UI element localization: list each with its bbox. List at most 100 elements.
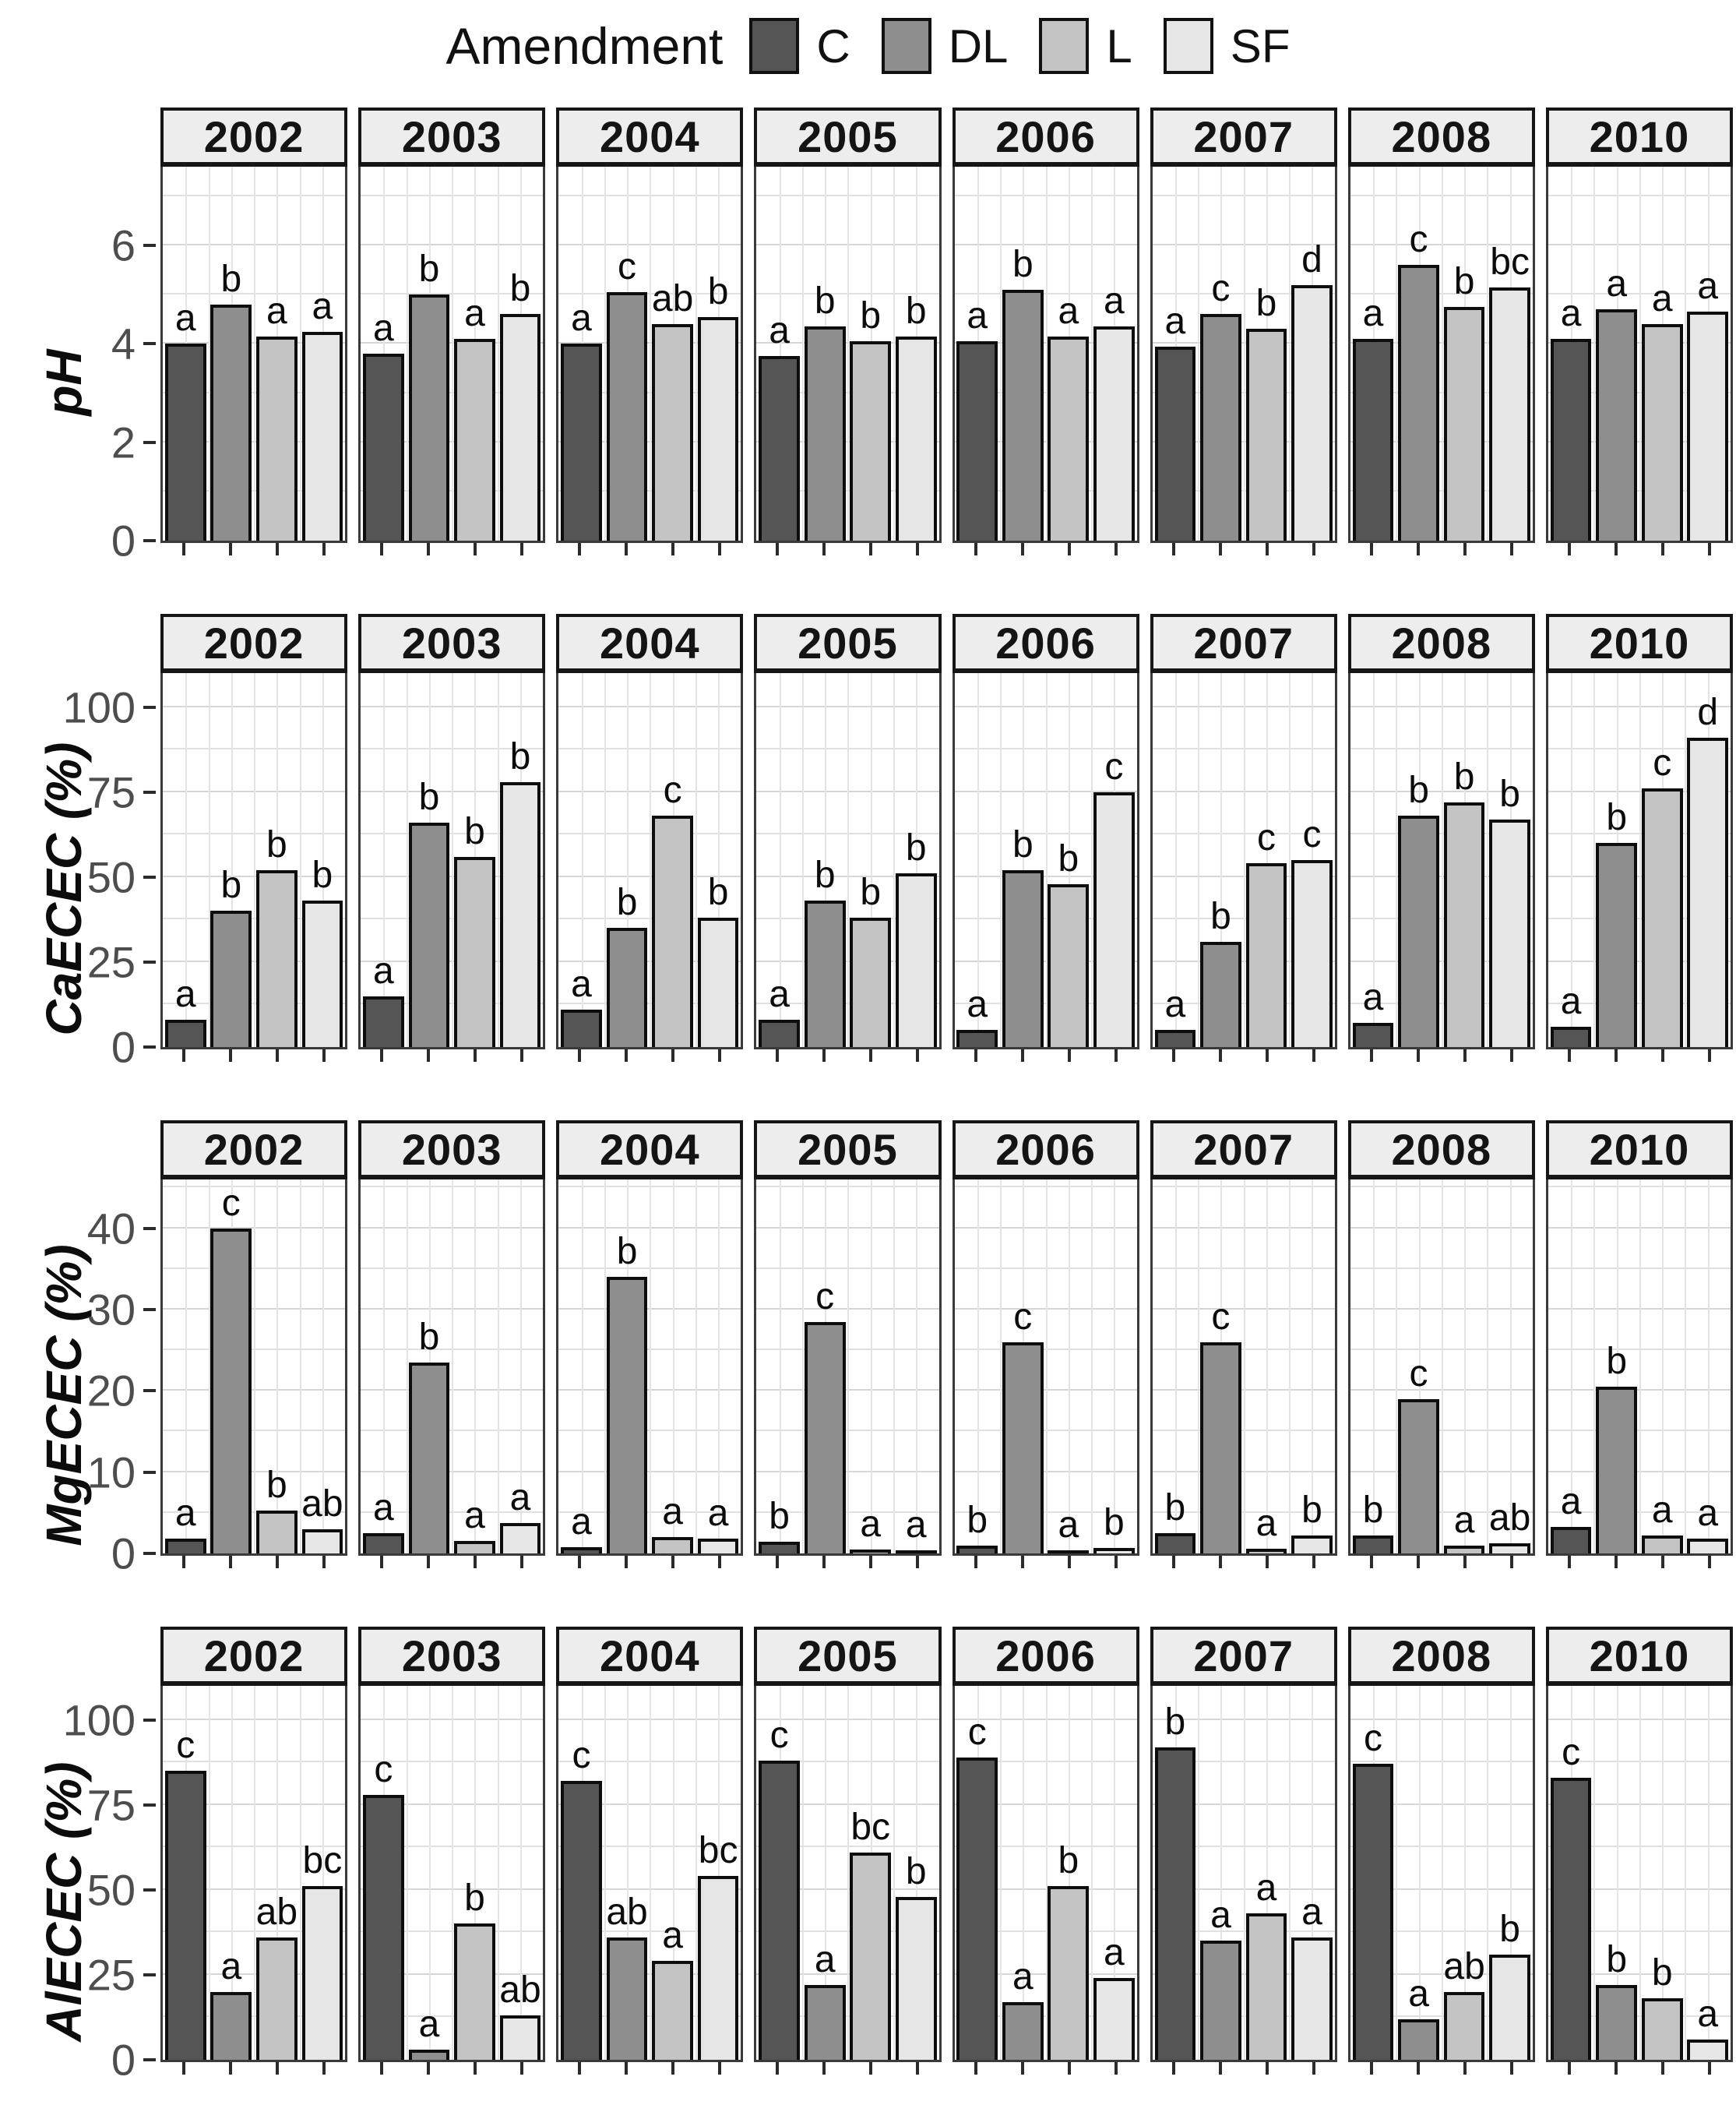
gridline-v: [581, 1179, 583, 1553]
gridline-v: [1289, 1686, 1291, 2060]
bar-L: [1048, 1550, 1090, 1553]
facet-strip-2004: 2004: [556, 1627, 744, 1686]
x-tick-mark: [869, 1556, 873, 1568]
facet-strip-2010: 2010: [1545, 108, 1733, 167]
bar-letter: a: [174, 298, 196, 340]
x-tick-mark: [1369, 543, 1373, 555]
facet-strip-2005: 2005: [754, 1627, 942, 1686]
chart-row-mgecec: MgECEC (%) 0 10 20 30 40 2002 a c b ab 2003 a b a a 2004…: [0, 1105, 1736, 1611]
bar-letter: a: [1560, 1480, 1582, 1522]
bar-SF: [895, 873, 937, 1047]
gridline-v: [1464, 1686, 1467, 2060]
bar-letter: b: [1362, 1490, 1384, 1532]
y-tick-mark: [143, 539, 156, 542]
gridline-v: [474, 1686, 477, 2060]
bar-letter: b: [1606, 797, 1628, 839]
gridline-v: [185, 1179, 188, 1553]
x-axis-ticks: [160, 1049, 347, 1065]
y-tick-label: 2: [111, 418, 136, 467]
x-axis-ticks: [556, 543, 743, 559]
bar-C: [1352, 1764, 1394, 2060]
bar-letter: a: [967, 984, 988, 1026]
gridline-v: [977, 673, 979, 1047]
y-tick-mark: [143, 342, 156, 346]
facet-strip-2007: 2007: [1150, 1120, 1337, 1179]
bar-L: [1048, 1886, 1090, 2060]
gridline-v: [1045, 167, 1048, 541]
chart-row-alecec: AlECEC (%) 0 25 50 75 100 2002 c a ab bc 2003 c a b ab 2…: [0, 1611, 1736, 2117]
bar-letter: a: [373, 950, 394, 992]
bar-SF: [1093, 792, 1135, 1047]
x-tick-mark: [1707, 1556, 1711, 1568]
x-tick-mark: [1265, 1049, 1269, 1062]
gridline-v: [801, 167, 804, 541]
bar-L: [1641, 324, 1683, 541]
bar-SF: [499, 314, 541, 541]
bar-DL: [210, 1991, 252, 2060]
x-axis-ticks: [358, 1049, 545, 1065]
gridline-v: [1396, 1179, 1398, 1553]
facet-strip-2006: 2006: [952, 614, 1139, 673]
x-tick-mark: [182, 543, 186, 555]
bar-SF: [1093, 326, 1135, 541]
bar-L: [652, 1961, 693, 2060]
x-axis-ticks: [953, 2062, 1139, 2078]
x-axis-ticks: [1348, 1049, 1535, 1065]
gridline-v: [695, 167, 697, 541]
bar-letter: b: [1499, 1908, 1520, 1950]
x-tick-mark: [578, 1556, 582, 1568]
legend-item-label: L: [1106, 19, 1132, 72]
x-tick-mark: [869, 543, 873, 555]
facets: 2002 a b b b 2003 a b b b 2004 a b c b 2005 a b b b 2006 a b b c…: [156, 598, 1736, 1105]
bar-letter: c: [1211, 1296, 1231, 1338]
gridline-v: [1418, 1179, 1421, 1553]
bar-C: [363, 354, 404, 541]
gridline-v: [1091, 167, 1093, 541]
x-tick-mark: [1020, 2062, 1024, 2075]
gridline-v: [1685, 1686, 1687, 2060]
gridline-v: [1509, 1686, 1512, 2060]
x-tick-mark: [625, 1049, 629, 1062]
bar-L: [1443, 802, 1485, 1047]
bar-DL: [606, 1937, 648, 2060]
gridline-v: [1045, 673, 1048, 1047]
bar-L: [652, 816, 693, 1047]
bar-DL: [1200, 941, 1241, 1047]
gridline-v: [1198, 1686, 1200, 2060]
x-axis-ticks: [1546, 543, 1733, 559]
bar-C: [1154, 1030, 1196, 1047]
bar-SF: [499, 781, 541, 1047]
facet-strip-2003: 2003: [358, 614, 546, 673]
bar-letter: bc: [850, 1806, 891, 1848]
bar-C: [759, 1020, 800, 1047]
gridline-v: [650, 1686, 652, 2060]
bar-L: [1443, 307, 1485, 541]
gridline-v: [1662, 1179, 1664, 1553]
bar-C: [164, 344, 206, 541]
gridline-v: [185, 673, 188, 1047]
gridline-v: [1593, 167, 1596, 541]
bar-letter: c: [572, 1735, 591, 1777]
gridline-v: [208, 167, 210, 541]
facet-2007: 2007 a c b d: [1150, 108, 1337, 598]
bar-letter: b: [1210, 895, 1231, 937]
facet-strip-2008: 2008: [1347, 614, 1535, 673]
gridline-v: [1023, 673, 1025, 1047]
gridline-v: [779, 1179, 781, 1553]
gridline-v: [1312, 1686, 1314, 2060]
gridline-v: [1266, 1179, 1268, 1553]
y-tick-label: 75: [86, 1780, 136, 1830]
facet-2010: 2010 a a a a: [1545, 108, 1733, 598]
bar-L: [454, 856, 495, 1047]
bar-letter: a: [1453, 1499, 1475, 1541]
bar-DL: [1002, 2001, 1044, 2060]
bar-letter: c: [221, 1182, 241, 1224]
y-axis: 0 10 20 30 40: [0, 1179, 156, 1578]
x-tick-mark: [718, 543, 722, 555]
gridline-v: [847, 167, 850, 541]
x-axis-ticks: [1348, 2062, 1535, 2078]
